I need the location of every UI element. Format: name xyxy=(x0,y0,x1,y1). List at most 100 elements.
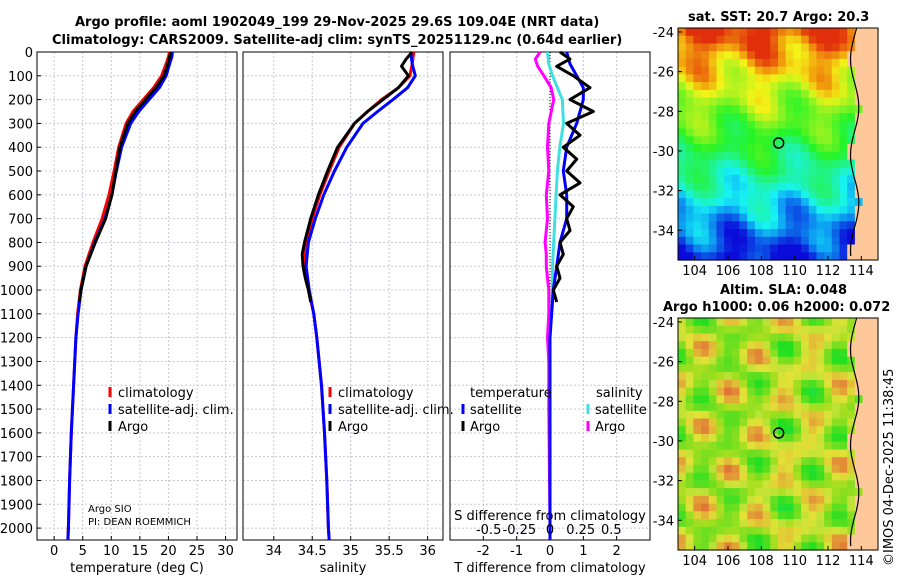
map-cell xyxy=(770,457,779,466)
map-cell xyxy=(793,174,802,184)
map-cell xyxy=(824,174,833,184)
map-cell xyxy=(839,128,848,137)
map-cell xyxy=(847,58,856,68)
map-cell xyxy=(747,252,756,261)
map-cell xyxy=(854,66,864,75)
map-cell xyxy=(785,434,794,443)
map-cell xyxy=(693,205,702,215)
map-cell xyxy=(701,205,710,215)
map-cell xyxy=(739,333,748,342)
map-cell xyxy=(785,205,794,215)
map-cell xyxy=(724,403,733,412)
map-cell xyxy=(816,464,825,474)
map-cell xyxy=(739,464,748,474)
map-cell xyxy=(778,542,787,551)
map-cell xyxy=(778,503,787,512)
map-cell xyxy=(708,364,718,373)
map-cell xyxy=(739,395,748,404)
map-cell xyxy=(731,198,741,207)
map-cell xyxy=(770,403,779,412)
map-cell xyxy=(724,97,733,106)
map-cell xyxy=(854,113,864,122)
map-cell xyxy=(762,395,771,404)
map-cell xyxy=(778,252,787,261)
map-cell xyxy=(685,318,694,327)
map-cell xyxy=(685,128,694,137)
sal-tick-label: 0.5 xyxy=(601,523,622,538)
map-cell xyxy=(708,464,718,474)
map-cell xyxy=(793,325,802,334)
map-cell xyxy=(808,441,818,450)
map-cell xyxy=(685,511,694,520)
map-cell xyxy=(839,205,848,215)
map-cell xyxy=(724,503,733,512)
map-cell xyxy=(801,372,810,381)
map-cell xyxy=(870,82,879,91)
map-cell xyxy=(762,89,771,99)
map-cell xyxy=(724,488,733,497)
map-cell xyxy=(731,221,741,230)
map-cell xyxy=(854,341,864,350)
map-cell xyxy=(708,28,718,37)
map-cell xyxy=(862,387,871,396)
map-cell xyxy=(778,35,787,44)
map-cell xyxy=(708,35,718,44)
map-cell xyxy=(839,472,848,481)
map-cell xyxy=(701,426,710,435)
map-cell xyxy=(701,418,710,427)
map-cell xyxy=(693,236,702,246)
map-cell xyxy=(778,395,787,404)
map-cell xyxy=(762,213,771,222)
map-cell xyxy=(716,43,725,52)
map-cell xyxy=(754,74,764,83)
map-cell xyxy=(716,426,725,435)
map-cell xyxy=(716,151,725,160)
map-cell xyxy=(808,318,818,327)
map-cell xyxy=(762,333,771,342)
map-cell xyxy=(685,410,694,420)
map-cell xyxy=(716,120,725,130)
map-cell xyxy=(685,464,694,474)
map-cell xyxy=(847,167,856,176)
map-cell xyxy=(731,418,741,427)
map-cell xyxy=(831,205,841,215)
map-cell xyxy=(839,449,848,458)
map-cell xyxy=(747,213,756,222)
map-cell xyxy=(724,136,733,145)
legend-label: Argo xyxy=(338,420,368,435)
map-cell xyxy=(770,89,779,99)
map-cell xyxy=(870,441,879,450)
map-cell xyxy=(839,58,848,68)
map-cell xyxy=(801,144,810,153)
map-cell xyxy=(678,441,687,450)
map-cell xyxy=(693,434,702,443)
map-cell xyxy=(862,542,871,551)
map-cell xyxy=(862,43,871,52)
map-cell xyxy=(678,198,687,207)
map-cell xyxy=(739,542,748,551)
map-cell xyxy=(708,151,718,160)
x-tick-label: -1 xyxy=(510,544,523,559)
map-cell xyxy=(731,105,741,114)
map-cell xyxy=(708,511,718,520)
map-cell xyxy=(839,144,848,153)
map-cell xyxy=(778,519,787,528)
map-cell xyxy=(862,89,871,99)
map-cell xyxy=(770,542,779,551)
map-cell xyxy=(724,333,733,342)
map-cell xyxy=(778,113,787,122)
map-cell xyxy=(754,372,764,381)
map-cell xyxy=(716,372,725,381)
map-cell xyxy=(808,182,818,191)
map-cell xyxy=(693,542,702,551)
map-cell xyxy=(701,372,710,381)
map-cell xyxy=(739,151,748,160)
map-cell xyxy=(739,236,748,246)
map-cell xyxy=(678,182,687,191)
map-cell xyxy=(847,151,856,160)
map-cell xyxy=(793,35,802,44)
map-cell xyxy=(793,128,802,137)
map-cell xyxy=(870,174,879,184)
map-cell xyxy=(854,542,864,551)
map-cell xyxy=(762,464,771,474)
